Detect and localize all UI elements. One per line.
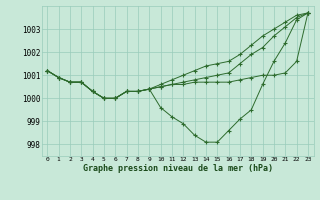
X-axis label: Graphe pression niveau de la mer (hPa): Graphe pression niveau de la mer (hPa) [83, 164, 273, 173]
